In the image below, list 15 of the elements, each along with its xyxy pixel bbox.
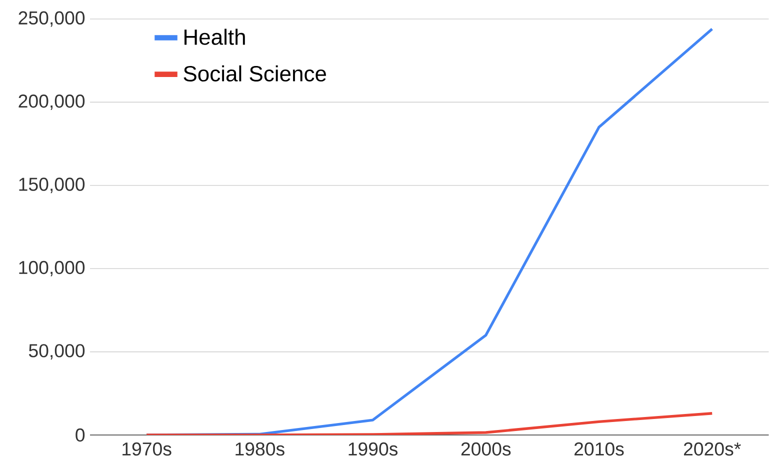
y-tick-label: 0 [76, 428, 85, 442]
x-tick-label: 1980s [236, 442, 284, 456]
x-tick-label: 2020s* [684, 442, 741, 456]
x-tick-label: 2010s [574, 442, 624, 456]
legend-label: Health [184, 28, 245, 45]
line-series [145, 412, 714, 435]
x-tick-label: 2000s [461, 442, 511, 456]
y-tick-label: 200,000 [18, 94, 85, 110]
legend-label: Social Science [184, 65, 326, 82]
x-tick-label: 1990s [348, 442, 398, 456]
y-tick-label: 150,000 [19, 178, 85, 194]
y-tick-label: 250,000 [18, 11, 85, 27]
x-tick-label: 1970s [122, 442, 172, 456]
y-tick-label: 100,000 [19, 260, 85, 276]
y-tick-label: 50,000 [28, 344, 85, 360]
